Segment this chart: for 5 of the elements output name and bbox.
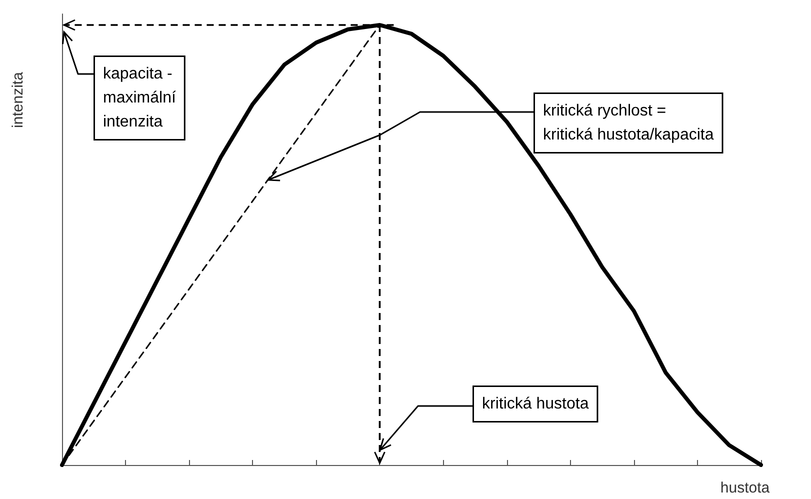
annotation: kritická rychlost = kritická hustota/kapacita [543,102,714,144]
annotation: kritická hustota [482,396,589,412]
y-axis-title: intenzita [10,71,26,128]
x-axis-title: hustota [720,480,770,496]
annotation: kapacita - maximální intenzita [103,66,176,130]
